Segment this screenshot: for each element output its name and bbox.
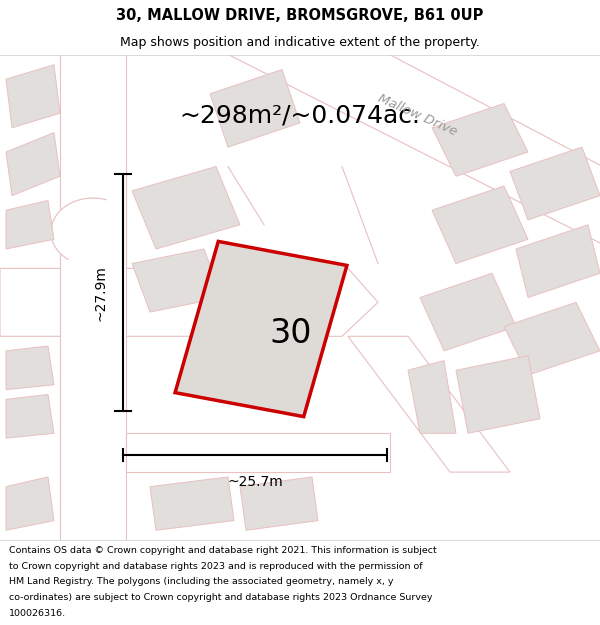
Polygon shape [6, 132, 60, 196]
Polygon shape [348, 336, 510, 472]
Text: ~298m²/~0.074ac.: ~298m²/~0.074ac. [179, 104, 421, 127]
Text: Contains OS data © Crown copyright and database right 2021. This information is : Contains OS data © Crown copyright and d… [9, 546, 437, 555]
Polygon shape [132, 249, 222, 312]
Polygon shape [240, 477, 318, 530]
Polygon shape [51, 198, 106, 259]
Text: 30: 30 [270, 318, 312, 351]
Text: HM Land Registry. The polygons (including the associated geometry, namely x, y: HM Land Registry. The polygons (includin… [9, 578, 394, 586]
Polygon shape [175, 241, 347, 417]
Polygon shape [510, 147, 600, 220]
Polygon shape [6, 346, 54, 389]
Polygon shape [60, 45, 126, 550]
Polygon shape [516, 225, 600, 298]
Text: Mallow Drive: Mallow Drive [376, 92, 458, 139]
Text: Map shows position and indicative extent of the property.: Map shows position and indicative extent… [120, 36, 480, 49]
Polygon shape [6, 394, 54, 438]
Polygon shape [432, 104, 528, 176]
Text: to Crown copyright and database rights 2023 and is reproduced with the permissio: to Crown copyright and database rights 2… [9, 562, 422, 571]
Polygon shape [150, 477, 234, 530]
Text: 30, MALLOW DRIVE, BROMSGROVE, B61 0UP: 30, MALLOW DRIVE, BROMSGROVE, B61 0UP [116, 8, 484, 23]
Polygon shape [432, 186, 528, 264]
Polygon shape [420, 273, 516, 351]
Polygon shape [132, 166, 240, 249]
Polygon shape [456, 356, 540, 433]
Polygon shape [126, 433, 390, 472]
Polygon shape [408, 361, 456, 433]
Text: co-ordinates) are subject to Crown copyright and database rights 2023 Ordnance S: co-ordinates) are subject to Crown copyr… [9, 593, 433, 602]
Text: 100026316.: 100026316. [9, 609, 66, 618]
Polygon shape [0, 268, 378, 336]
Polygon shape [6, 477, 54, 530]
Polygon shape [6, 201, 54, 249]
Polygon shape [6, 65, 60, 128]
Text: ~25.7m: ~25.7m [227, 474, 283, 489]
Text: ~27.9m: ~27.9m [94, 265, 108, 321]
Polygon shape [504, 302, 600, 375]
Polygon shape [210, 45, 600, 249]
Polygon shape [210, 69, 300, 147]
